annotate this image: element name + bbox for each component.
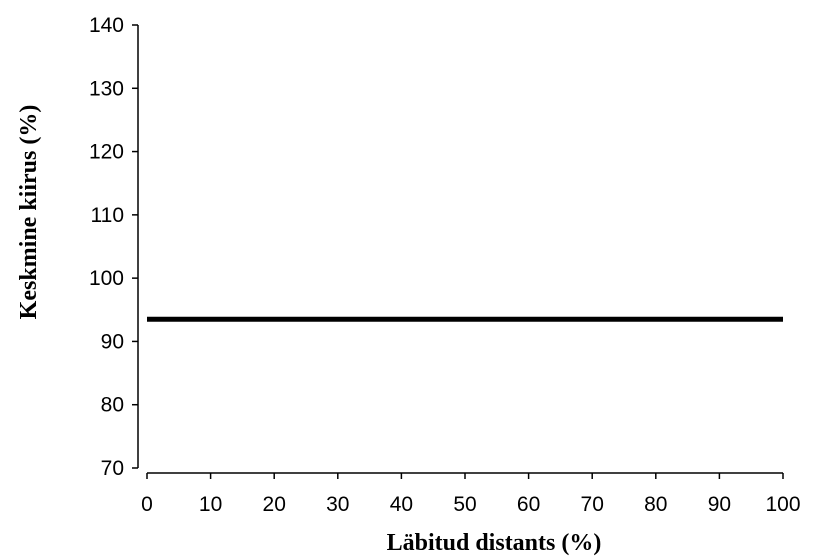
y-tick-label: 130	[89, 77, 124, 100]
x-tick-label: 70	[581, 493, 604, 516]
x-tick-label: 10	[199, 493, 222, 516]
y-tick-label: 90	[101, 330, 124, 353]
y-tick-label: 140	[89, 14, 124, 37]
x-tick-label: 60	[517, 493, 540, 516]
x-ticks: 0 10 20 30 40 50 60 70 80 90 100	[141, 473, 801, 516]
x-tick-label: 0	[141, 493, 153, 516]
y-tick-label: 110	[91, 204, 124, 227]
x-tick-label: 80	[644, 493, 667, 516]
x-tick-label: 100	[765, 493, 800, 516]
y-ticks: 70 80 90 100 110 120 130 140	[89, 14, 138, 480]
x-axis-title: Läbitud distants (%)	[387, 530, 602, 556]
x-tick-label: 50	[453, 493, 476, 516]
y-tick-label: 70	[101, 457, 124, 480]
x-tick-label: 20	[263, 493, 286, 516]
x-tick-label: 30	[326, 493, 349, 516]
axes	[137, 25, 783, 474]
x-tick-label: 90	[708, 493, 731, 516]
y-tick-label: 100	[89, 267, 124, 290]
x-tick-label: 40	[390, 493, 413, 516]
y-tick-label: 80	[101, 394, 124, 417]
y-axis-title: Keskmine kiirus (%)	[16, 105, 42, 320]
y-tick-label: 120	[89, 141, 124, 164]
